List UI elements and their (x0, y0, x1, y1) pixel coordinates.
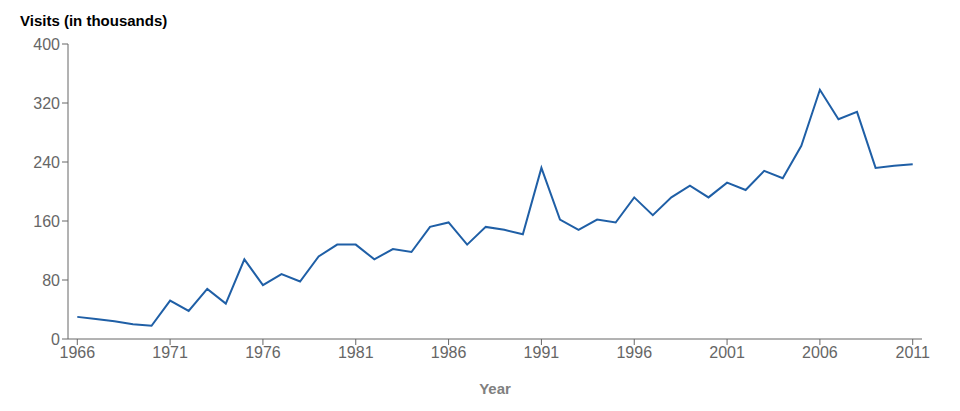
svg-text:0: 0 (51, 331, 60, 348)
svg-text:Year: Year (479, 380, 511, 397)
svg-text:2011: 2011 (896, 344, 931, 361)
svg-text:400: 400 (33, 36, 60, 53)
html-text:Visits (in thousands): Visits (in thousands) (20, 12, 168, 29)
svg-text:1971: 1971 (152, 344, 188, 361)
svg-text:240: 240 (33, 154, 60, 171)
svg-text:1986: 1986 (431, 344, 467, 361)
svg-text:160: 160 (33, 213, 60, 230)
svg-text:1996: 1996 (616, 344, 652, 361)
svg-text:1981: 1981 (338, 344, 374, 361)
svg-text:320: 320 (33, 95, 60, 112)
svg-text:2001: 2001 (709, 344, 745, 361)
svg-text:80: 80 (42, 272, 60, 289)
svg-text:1966: 1966 (59, 344, 95, 361)
svg-text:1976: 1976 (245, 344, 281, 361)
svg-text:2006: 2006 (802, 344, 838, 361)
svg-text:1991: 1991 (524, 344, 560, 361)
